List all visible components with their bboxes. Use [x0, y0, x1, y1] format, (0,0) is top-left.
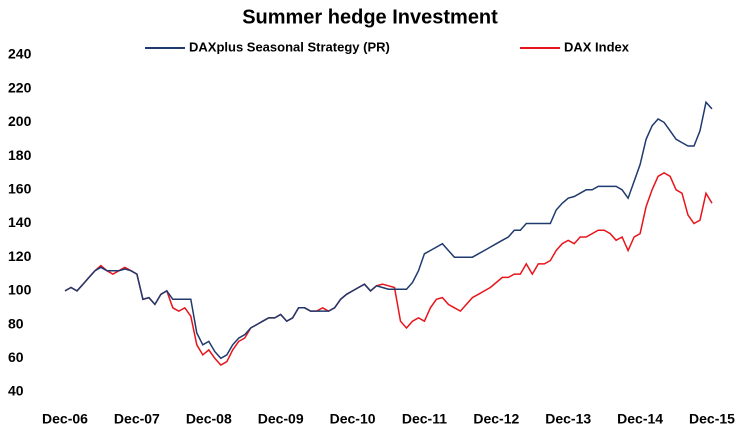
- x-tick-label: Dec-11: [402, 411, 447, 427]
- x-tick-label: Dec-13: [545, 411, 591, 427]
- x-tick-label: Dec-12: [473, 411, 519, 427]
- series-line: [64, 172, 713, 366]
- x-tick-label: Dec-06: [42, 411, 88, 427]
- legend-label: DAX Index: [564, 39, 630, 54]
- y-tick-label: 60: [8, 349, 24, 365]
- x-tick-label: Dec-14: [617, 411, 663, 427]
- y-tick-label: 180: [8, 147, 32, 163]
- y-tick-label: 220: [8, 79, 32, 95]
- chart-title: Summer hedge Investment: [242, 6, 498, 28]
- x-tick-label: Dec-09: [258, 411, 304, 427]
- x-tick-label: Dec-15: [689, 411, 735, 427]
- x-tick-label: Dec-08: [186, 411, 232, 427]
- y-tick-label: 80: [8, 315, 24, 331]
- x-tick-label: Dec-10: [330, 411, 376, 427]
- y-tick-label: 100: [8, 282, 32, 298]
- series-line: [64, 100, 713, 360]
- y-tick-label: 140: [8, 214, 32, 230]
- x-tick-label: Dec-07: [114, 411, 160, 427]
- y-tick-label: 240: [8, 46, 32, 62]
- y-tick-label: 40: [8, 383, 24, 399]
- legend-label: DAXplus Seasonal Strategy (PR): [189, 39, 390, 54]
- y-tick-label: 160: [8, 181, 32, 197]
- y-tick-label: 120: [8, 248, 32, 264]
- y-tick-label: 200: [8, 113, 32, 129]
